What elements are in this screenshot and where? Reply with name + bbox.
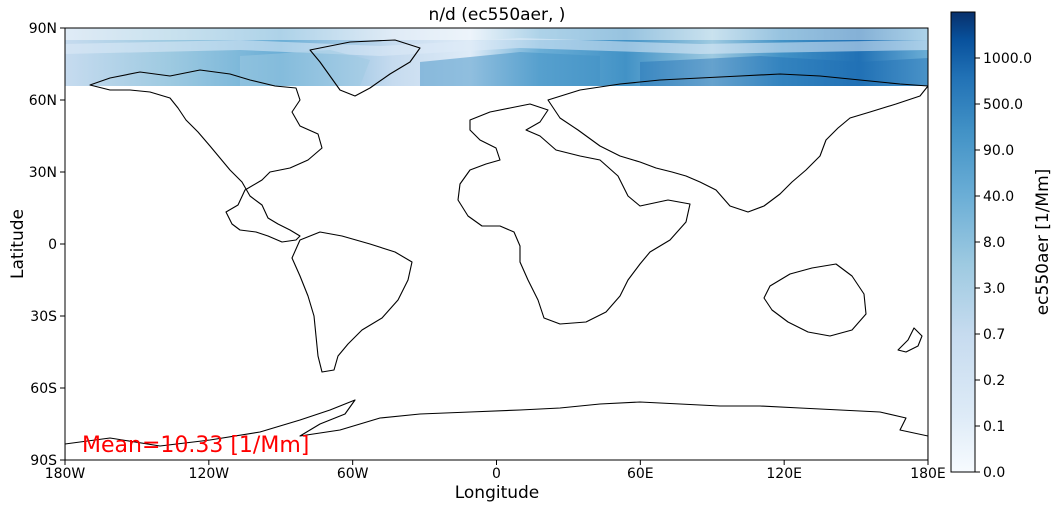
x-tick-label: 180W: [45, 466, 86, 482]
south-america-coast: [291, 231, 413, 373]
field-band-light: [65, 38, 928, 56]
colorbar-ticks: 0.0 0.1 0.2 0.7 3.0 8.0 40.0 90.0 500.0 1000.0: [975, 51, 1032, 481]
x-axis-ticks: 180W 120W 60W 0 60E 120E 180E: [45, 460, 946, 482]
colorbar-tick-label: 3.0: [983, 281, 1005, 297]
x-tick-label: 180E: [910, 466, 946, 482]
chart-title: n/d (ec550aer, ): [429, 5, 566, 25]
colorbar-tick-label: 90.0: [983, 143, 1014, 159]
coastlines: [65, 39, 928, 460]
colorbar-tick-label: 500.0: [983, 97, 1023, 113]
colorbar-tick-label: 0.2: [983, 373, 1005, 389]
x-axis-label: Longitude: [455, 483, 540, 503]
map-area: Mean=10.33 [1/Mm]: [65, 28, 928, 460]
greenland-coast: [309, 39, 421, 97]
x-tick-label: 120E: [766, 466, 802, 482]
new-zealand-coast: [897, 327, 923, 353]
north-america-coast: [89, 69, 323, 243]
x-tick-label: 60E: [627, 466, 654, 482]
y-axis-label: Latitude: [8, 209, 28, 279]
antarctica-coast: [65, 399, 928, 460]
colorbar-label: ec550aer [1/Mm]: [1033, 169, 1053, 316]
x-tick-label: 120W: [189, 466, 230, 482]
colorbar-tick-label: 0.7: [983, 327, 1005, 343]
colorbar-tick-label: 8.0: [983, 235, 1005, 251]
australia-coast: [763, 263, 867, 337]
mean-annotation: Mean=10.33 [1/Mm]: [82, 433, 309, 458]
field-band-top: [65, 28, 928, 40]
y-tick-label: 60N: [29, 93, 57, 109]
map-background: [65, 28, 928, 460]
y-axis-ticks: 90N 60N 30N 0 30S 60S 90S: [29, 21, 65, 469]
field-patch-greenland: [240, 50, 370, 86]
europe-africa-coast: [457, 103, 691, 325]
colorbar: 0.0 0.1 0.2 0.7 3.0 8.0 40.0 90.0 500.0 1000.0 ec…: [950, 11, 1053, 481]
y-tick-label: 60S: [30, 381, 57, 397]
x-tick-label: 0: [492, 466, 501, 482]
y-tick-label: 30S: [30, 309, 57, 325]
arctic-data-field: [65, 28, 928, 86]
field-patch-siberia: [420, 52, 600, 86]
asia-coast: [547, 73, 928, 213]
colorbar-bar: [950, 11, 976, 473]
colorbar-tick-label: 40.0: [983, 189, 1014, 205]
y-tick-label: 30N: [29, 165, 57, 181]
colorbar-tick-label: 1000.0: [983, 51, 1032, 67]
colorbar-tick-label: 0.0: [983, 465, 1005, 481]
field-patch-east: [640, 56, 928, 86]
y-tick-label: 90S: [30, 453, 57, 469]
y-tick-label: 90N: [29, 21, 57, 37]
y-tick-label: 0: [48, 237, 57, 253]
colorbar-tick-label: 0.1: [983, 419, 1005, 435]
x-tick-label: 60W: [337, 466, 369, 482]
